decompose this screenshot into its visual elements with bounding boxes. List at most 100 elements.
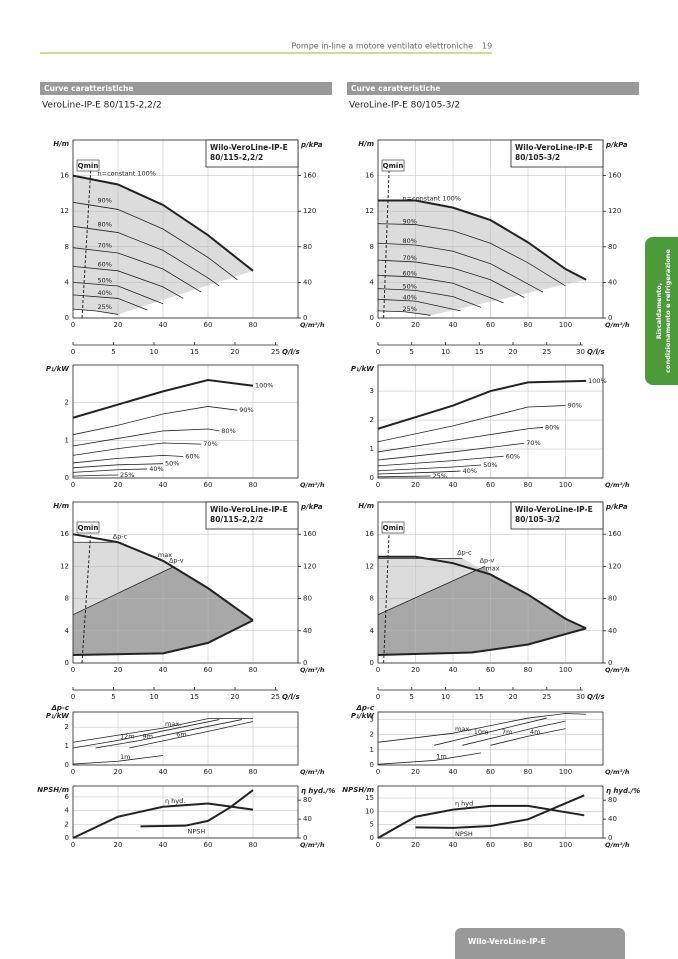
y2-tick-label: 160 xyxy=(608,172,621,180)
curve xyxy=(140,789,254,828)
qmin-line xyxy=(383,527,390,664)
curve-label: 40% xyxy=(403,293,417,301)
x-axis-label: Q/m³/h xyxy=(605,321,630,329)
x2-tick-label: 5 xyxy=(410,693,414,701)
y-tick-label: 0 xyxy=(370,474,374,482)
curve xyxy=(72,174,254,272)
x-tick-label: 0 xyxy=(71,768,75,776)
y2-tick-label: 120 xyxy=(303,207,316,215)
x-tick-label: 100 xyxy=(559,841,572,849)
curve-label: 90% xyxy=(568,402,582,410)
x-tick-label: 20 xyxy=(114,768,123,776)
curve-label: max xyxy=(158,551,172,559)
y-tick-label: 0 xyxy=(65,761,69,769)
x2-axis-label: Q/l/s xyxy=(587,693,605,701)
plot-frame xyxy=(377,501,604,664)
y2-tick-label: 40 xyxy=(303,815,312,823)
y-axis-label: Δp-c xyxy=(51,704,70,712)
y2-tick-label: 80 xyxy=(608,595,617,603)
curve-label: 12m xyxy=(120,732,135,740)
curve-label: 40% xyxy=(149,465,163,473)
curve xyxy=(72,379,254,419)
y-tick-label: 1 xyxy=(370,746,374,754)
heading: Curve caratteristiche xyxy=(44,84,133,93)
model-box-text: 80/115-2,2/2 xyxy=(210,153,263,162)
curve-label: 25% xyxy=(433,472,447,480)
curve xyxy=(377,405,566,443)
y2-axis-label: η hyd./% xyxy=(606,787,640,795)
curve xyxy=(377,804,585,839)
x2-tick-label: 15 xyxy=(190,693,199,701)
x-tick-label: 20 xyxy=(411,666,420,674)
x-tick-label: 0 xyxy=(376,841,380,849)
qmin-label: Qmin xyxy=(78,162,99,170)
y2-axis-label: p/kPa xyxy=(605,503,628,511)
y-tick-label: 16 xyxy=(60,530,69,538)
heading-bar xyxy=(347,82,639,95)
curve-label: max. xyxy=(165,720,181,728)
curve xyxy=(434,717,547,746)
x-axis-label: Q/m³/h xyxy=(300,666,325,674)
model-box-text: 80/105-3/2 xyxy=(515,153,560,162)
curve-label: 90% xyxy=(403,218,417,226)
y-tick-label: 16 xyxy=(365,530,374,538)
curve xyxy=(490,728,566,746)
y-tick-label: 2 xyxy=(65,399,69,407)
x-tick-label: 60 xyxy=(486,321,495,329)
x2-tick-label: 5 xyxy=(111,693,115,701)
y-tick-label: 12 xyxy=(60,562,69,570)
curve xyxy=(377,752,482,765)
curve xyxy=(378,199,587,281)
curve xyxy=(462,720,566,746)
curve xyxy=(72,406,238,436)
y-tick-label: 12 xyxy=(60,207,69,215)
x2-axis-label: Q/l/s xyxy=(587,348,605,356)
model-box xyxy=(205,501,299,530)
curve-label: 50% xyxy=(98,276,112,284)
x-tick-label: 0 xyxy=(71,841,75,849)
x2-tick-label: 10 xyxy=(441,348,450,356)
curve-label: Δp-c xyxy=(113,532,128,540)
y-tick-label: 1 xyxy=(65,436,69,444)
curve-label: 25% xyxy=(98,303,112,311)
x-tick-label: 40 xyxy=(159,321,168,329)
x2-tick-label: 20 xyxy=(231,693,240,701)
x-tick-label: 40 xyxy=(449,481,458,489)
y2-tick-label: 80 xyxy=(303,243,312,251)
qmin-label: Qmin xyxy=(383,524,404,532)
curve xyxy=(377,379,587,430)
qmin-line xyxy=(81,527,92,664)
x-tick-label: 20 xyxy=(411,841,420,849)
curve-label: 70% xyxy=(526,439,540,447)
y2-tick-label: 40 xyxy=(608,627,617,635)
y-axis-label: H/m xyxy=(53,140,69,148)
plot-frame xyxy=(72,364,299,479)
y-tick-label: 8 xyxy=(65,243,69,251)
curve xyxy=(377,470,461,475)
footer-text: Wilo-VeroLine-IP-E xyxy=(468,937,546,946)
x2-tick-label: 0 xyxy=(376,693,380,701)
plot-frame xyxy=(72,139,299,319)
x2-tick-label: 0 xyxy=(376,348,380,356)
curve xyxy=(377,274,504,304)
y-axis-label: P₁/kW xyxy=(46,365,69,373)
x2-tick-label: 20 xyxy=(509,693,518,701)
curve-label: n=constant 100% xyxy=(403,195,461,203)
x-tick-label: 20 xyxy=(411,321,420,329)
plot-frame xyxy=(377,785,604,839)
x2-tick-label: 15 xyxy=(475,693,484,701)
footer-tab xyxy=(455,928,625,959)
curve xyxy=(415,794,585,829)
curve xyxy=(72,265,184,299)
x-tick-label: 80 xyxy=(524,841,533,849)
curve xyxy=(377,455,504,467)
y-tick-label: 4 xyxy=(65,807,70,815)
x-tick-label: 20 xyxy=(114,666,123,674)
y2-tick-label: 40 xyxy=(608,815,617,823)
x-tick-label: 40 xyxy=(159,666,168,674)
x-tick-label: 0 xyxy=(376,768,380,776)
x-axis-label: Q/m³/h xyxy=(605,481,630,489)
curve xyxy=(72,802,254,839)
y2-tick-label: 80 xyxy=(303,796,312,804)
curve-label: NPSH xyxy=(455,830,473,838)
